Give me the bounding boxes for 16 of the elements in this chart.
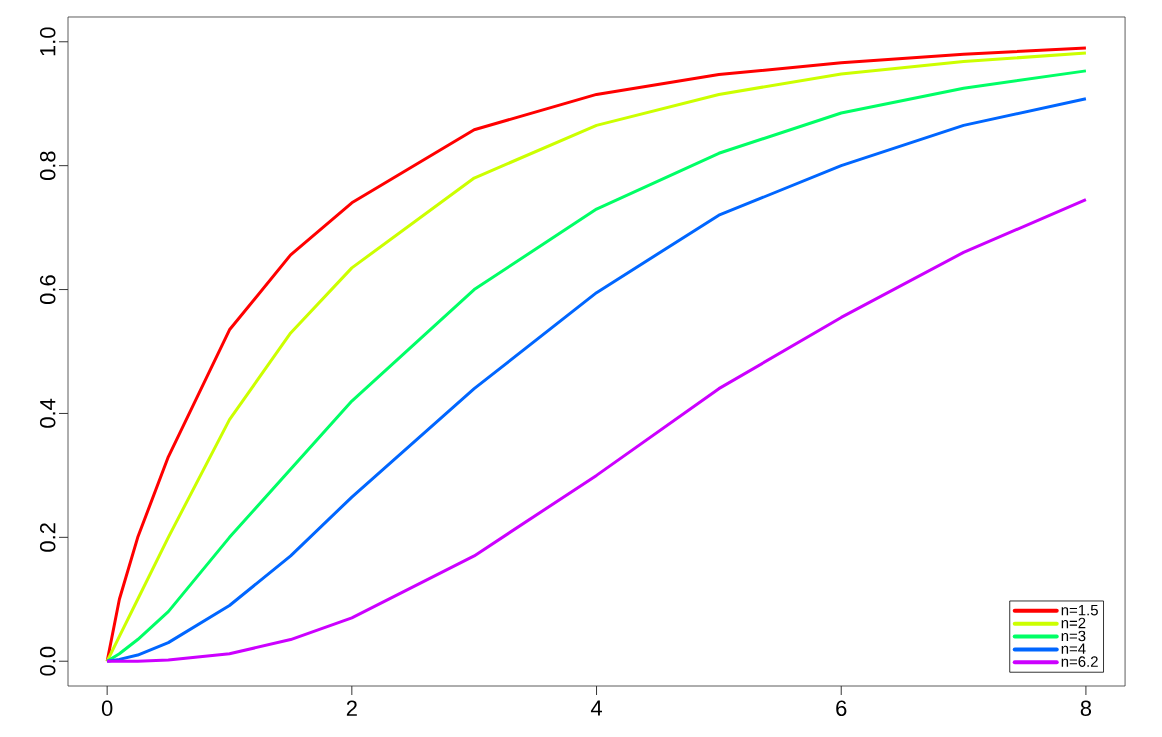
legend-label: n=6.2	[1061, 656, 1098, 667]
y-tick-label: 0.0	[39, 646, 56, 676]
y-tick-label: 0.2	[39, 523, 56, 552]
x-tick-label: 4	[590, 700, 602, 716]
y-tick-label: 0.8	[39, 151, 56, 181]
y-tick-label: 1.0	[39, 27, 56, 56]
legend-label: n=1.5	[1061, 604, 1098, 616]
y-tick-label: 0.6	[39, 275, 56, 304]
x-tick-label: 8	[1080, 700, 1092, 717]
x-tick-label: 0	[101, 700, 113, 717]
legend-label: n=2	[1061, 617, 1086, 629]
legend-label: n=3	[1061, 630, 1086, 642]
x-tick-label: 6	[836, 700, 847, 717]
x-tick-label: 2	[346, 700, 357, 716]
legend-label: n=4	[1061, 643, 1086, 654]
y-tick-label: 0.4	[39, 398, 56, 428]
